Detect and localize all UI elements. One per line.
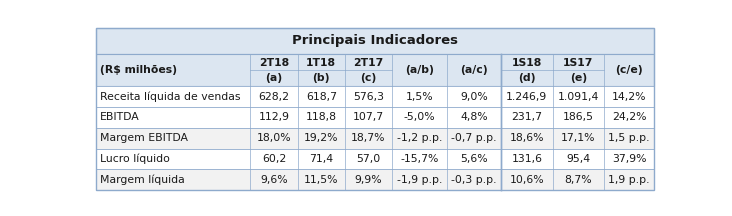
- Text: 1T18: 1T18: [306, 58, 336, 68]
- Text: 1.091,4: 1.091,4: [558, 92, 599, 102]
- Text: (a): (a): [266, 73, 283, 83]
- Text: 131,6: 131,6: [512, 154, 542, 164]
- Text: Lucro líquido: Lucro líquido: [100, 154, 170, 164]
- Text: 60,2: 60,2: [262, 154, 286, 164]
- Text: 18,7%: 18,7%: [351, 133, 386, 143]
- Text: 19,2%: 19,2%: [304, 133, 338, 143]
- Text: 112,9: 112,9: [258, 112, 290, 122]
- Text: 24,2%: 24,2%: [612, 112, 646, 122]
- Text: 1,5 p.p.: 1,5 p.p.: [608, 133, 650, 143]
- Text: (c/e): (c/e): [616, 65, 643, 75]
- Text: (a/c): (a/c): [460, 65, 488, 75]
- Text: -1,9 p.p.: -1,9 p.p.: [397, 175, 442, 185]
- Text: EBITDA: EBITDA: [100, 112, 140, 122]
- Text: 71,4: 71,4: [309, 154, 333, 164]
- Text: Receita líquida de vendas: Receita líquida de vendas: [100, 91, 241, 102]
- Text: (e): (e): [569, 73, 587, 83]
- Text: (a/b): (a/b): [405, 65, 434, 75]
- Text: 1,5%: 1,5%: [406, 92, 433, 102]
- Text: 1.246,9: 1.246,9: [507, 92, 548, 102]
- Text: 11,5%: 11,5%: [304, 175, 338, 185]
- Text: 37,9%: 37,9%: [612, 154, 646, 164]
- Text: 231,7: 231,7: [512, 112, 542, 122]
- Bar: [96, 128, 654, 149]
- Text: 2T18: 2T18: [259, 58, 289, 68]
- Text: 17,1%: 17,1%: [561, 133, 596, 143]
- Text: 1,9 p.p.: 1,9 p.p.: [608, 175, 650, 185]
- Text: (R$ milhões): (R$ milhões): [100, 65, 177, 75]
- Text: -5,0%: -5,0%: [403, 112, 435, 122]
- Text: (c): (c): [360, 73, 377, 83]
- Bar: [96, 149, 654, 169]
- Text: 57,0: 57,0: [356, 154, 381, 164]
- Text: (b): (b): [313, 73, 330, 83]
- Text: Margem líquida: Margem líquida: [100, 175, 184, 185]
- Text: 9,9%: 9,9%: [355, 175, 382, 185]
- Text: 18,6%: 18,6%: [509, 133, 544, 143]
- Text: 18,0%: 18,0%: [257, 133, 291, 143]
- Text: Margem EBITDA: Margem EBITDA: [100, 133, 188, 143]
- Text: 107,7: 107,7: [353, 112, 384, 122]
- Bar: [96, 86, 654, 107]
- Text: 95,4: 95,4: [567, 154, 590, 164]
- Text: 1S18: 1S18: [512, 58, 542, 68]
- Text: 9,0%: 9,0%: [460, 92, 488, 102]
- Text: -0,3 p.p.: -0,3 p.p.: [451, 175, 496, 185]
- Text: 118,8: 118,8: [306, 112, 337, 122]
- Text: 8,7%: 8,7%: [564, 175, 592, 185]
- Bar: [96, 54, 654, 86]
- Text: 14,2%: 14,2%: [612, 92, 646, 102]
- Text: 9,6%: 9,6%: [261, 175, 288, 185]
- Text: Principais Indicadores: Principais Indicadores: [292, 34, 458, 47]
- Text: 628,2: 628,2: [258, 92, 290, 102]
- Text: 5,6%: 5,6%: [460, 154, 488, 164]
- Text: 1S17: 1S17: [563, 58, 594, 68]
- Text: 4,8%: 4,8%: [460, 112, 488, 122]
- Text: 2T17: 2T17: [354, 58, 384, 68]
- Bar: [96, 28, 654, 54]
- Text: 186,5: 186,5: [563, 112, 594, 122]
- Text: (d): (d): [518, 73, 536, 83]
- Text: 576,3: 576,3: [353, 92, 384, 102]
- Text: -1,2 p.p.: -1,2 p.p.: [397, 133, 442, 143]
- Bar: [96, 169, 654, 190]
- Bar: [96, 107, 654, 128]
- Text: 10,6%: 10,6%: [509, 175, 544, 185]
- Text: -15,7%: -15,7%: [400, 154, 438, 164]
- Text: -0,7 p.p.: -0,7 p.p.: [451, 133, 496, 143]
- Text: 618,7: 618,7: [306, 92, 337, 102]
